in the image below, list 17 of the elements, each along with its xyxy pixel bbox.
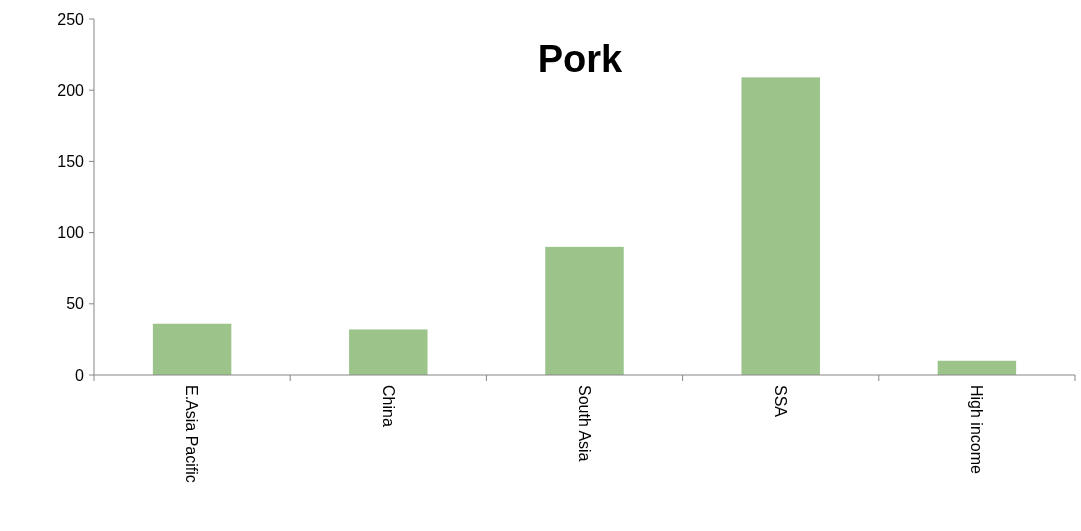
text: Pork <box>537 38 624 80</box>
bar <box>152 323 232 375</box>
y-tick-label: 250 <box>57 10 85 28</box>
x-tick-label: SSA <box>772 385 790 418</box>
bar <box>741 77 820 375</box>
y-tick-label: 150 <box>57 153 85 170</box>
y-tick-label: 50 <box>66 295 85 313</box>
y-tick-label: 200 <box>57 81 85 99</box>
bar <box>545 246 624 375</box>
x-tick-label: China <box>379 385 397 427</box>
y-tick-label: 0 <box>75 366 85 384</box>
x-tick-label: South Asia <box>575 385 593 462</box>
bar <box>349 329 428 375</box>
bar <box>937 360 1017 375</box>
x-tick-label: E.Asia Pacific <box>183 385 201 483</box>
y-tick-label: 100 <box>57 224 85 242</box>
x-tick-label: High income <box>968 385 986 475</box>
